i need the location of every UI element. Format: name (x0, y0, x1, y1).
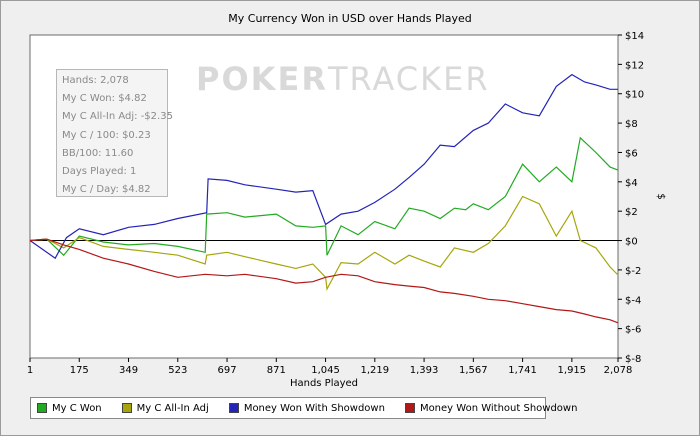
x-tick-label: 1,915 (558, 365, 587, 376)
watermark-tracker: TRACKER (327, 60, 490, 98)
y-tick-label: $12 (625, 60, 644, 71)
legend-swatch (228, 403, 239, 413)
info-all-in-adj: My C All-In Adj: -$2.35 (62, 111, 173, 123)
series-line-3 (29, 238, 619, 324)
x-tick-label: 1,045 (311, 365, 340, 376)
y-tick-label: $-8 (625, 354, 641, 365)
chart-title: My Currency Won in USD over Hands Played (228, 12, 471, 25)
info-hands: Hands: 2,078 (62, 75, 129, 86)
x-tick-label: 2,078 (604, 365, 633, 376)
x-tick-label: 523 (168, 365, 187, 376)
legend-item-with-showdown[interactable]: Money Won With Showdown (228, 402, 385, 414)
info-bb-per-100: BB/100: 11.60 (62, 147, 134, 159)
x-axis: 1 175 349 523 697 871 1,045 1,219 1,393 1,567 1,74… (27, 358, 633, 376)
y-tick-label: $6 (625, 148, 638, 159)
info-days-played: Days Played: 1 (62, 166, 137, 178)
x-tick-label: 1,567 (459, 365, 488, 376)
info-my-c-per-100: My C / 100: $0.23 (62, 129, 151, 141)
stats-info-box: Hands: 2,078 My C Won: $4.82 My C All-In… (56, 69, 173, 197)
legend-swatch (404, 403, 415, 413)
legend-swatch (121, 403, 132, 413)
chart-legend: My C Won My C All-In Adj Money Won With … (30, 397, 577, 419)
x-axis-label: Hands Played (290, 378, 358, 389)
info-my-c-won: My C Won: $4.82 (62, 93, 147, 105)
y-tick-label: $0 (625, 237, 638, 248)
legend-item-all-in-adj[interactable]: My C All-In Adj (121, 402, 209, 414)
y-axis-label: $ (655, 193, 666, 199)
x-tick-label: 697 (217, 365, 236, 376)
y-tick-label: $8 (625, 119, 638, 130)
legend-label: Money Won With Showdown (243, 402, 385, 414)
y-tick-label: $-6 (625, 325, 641, 336)
y-tick-label: $2 (625, 207, 638, 218)
series-line-1 (29, 195, 619, 291)
legend-item-my-c-won[interactable]: My C Won (37, 403, 102, 414)
y-tick-label: $14 (625, 31, 644, 42)
y-axis: $14 $12 $10 $8 $6 $4 $2 $0 $-2 $-4 $-6 $-8 (618, 31, 644, 365)
info-my-c-per-day: My C / Day: $4.82 (62, 184, 151, 196)
x-tick-label: 871 (267, 365, 286, 376)
legend-swatch (37, 403, 47, 413)
y-tick-label: $4 (625, 178, 638, 189)
y-tick-label: $10 (625, 90, 644, 101)
x-tick-label: 1,393 (410, 365, 439, 376)
pokertracker-watermark: POKERTRACKER (196, 60, 490, 98)
x-tick-label: 349 (119, 365, 138, 376)
x-tick-label: 1,219 (360, 365, 389, 376)
legend-item-without-showdown[interactable]: Money Won Without Showdown (404, 402, 578, 414)
watermark-poker: POKER (196, 60, 328, 98)
y-tick-label: $-4 (625, 295, 641, 306)
legend-label: My C Won (52, 402, 102, 414)
y-tick-label: $-2 (625, 266, 641, 277)
x-tick-label: 175 (70, 365, 89, 376)
x-tick-label: 1,741 (508, 365, 537, 376)
legend-label: Money Won Without Showdown (419, 402, 578, 414)
series-line-0 (29, 136, 619, 257)
x-tick-label: 1 (27, 365, 33, 376)
series-lines (29, 73, 619, 324)
series-line-2 (29, 73, 618, 260)
legend-label: My C All-In Adj (136, 402, 209, 414)
